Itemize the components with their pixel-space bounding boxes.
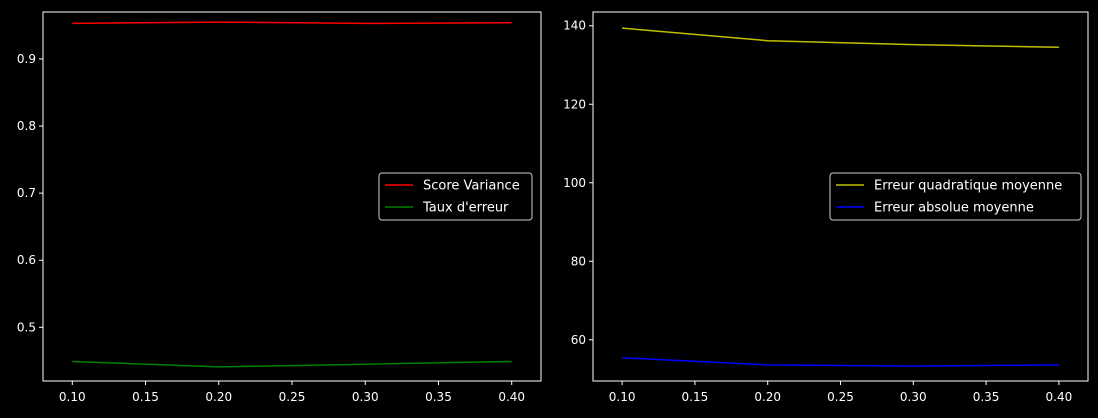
y-tick-label: 0.6 bbox=[17, 253, 36, 267]
x-tick-label: 0.20 bbox=[205, 390, 232, 404]
x-tick-label: 0.40 bbox=[498, 390, 525, 404]
legend-label: Taux d'erreur bbox=[422, 201, 509, 216]
y-tick-label: 80 bbox=[571, 254, 586, 268]
series-line-1 bbox=[622, 27, 1059, 49]
x-tick-label: 0.10 bbox=[59, 390, 86, 404]
series-line-2 bbox=[72, 360, 512, 368]
legend: Score Variance Taux d'erreur bbox=[378, 172, 533, 221]
y-tick-label: 140 bbox=[563, 19, 586, 33]
x-tick-label: 0.35 bbox=[425, 390, 452, 404]
x-tick-label: 0.30 bbox=[900, 390, 927, 404]
series-line-2 bbox=[622, 357, 1059, 367]
y-tick-label: 0.8 bbox=[17, 119, 36, 133]
series-line-1 bbox=[72, 21, 512, 25]
y-tick-label: 0.5 bbox=[17, 320, 36, 334]
legend-label: Score Variance bbox=[423, 179, 520, 194]
y-tick-label: 0.9 bbox=[17, 52, 36, 66]
x-tick-label: 0.35 bbox=[973, 390, 1000, 404]
x-tick-label: 0.25 bbox=[827, 390, 854, 404]
x-tick-label: 0.20 bbox=[754, 390, 781, 404]
chart-panel-1: 0.10 0.15 0.20 0.25 0.30 0.35 0.40 0.5 0.6 0.7 0.8… bbox=[17, 11, 542, 404]
y-tick-label: 100 bbox=[563, 176, 586, 190]
legend-label: Erreur absolue moyenne bbox=[874, 201, 1034, 216]
x-tick-label: 0.40 bbox=[1046, 390, 1073, 404]
x-tick-label: 0.25 bbox=[279, 390, 306, 404]
legend-box bbox=[378, 172, 533, 221]
chart-panel-2: 0.10 0.15 0.20 0.25 0.30 0.35 0.40 60 80 100 120 14… bbox=[563, 11, 1089, 404]
x-tick-label: 0.10 bbox=[609, 390, 636, 404]
legend: Erreur quadratique moyenne Erreur absolue… bbox=[829, 172, 1082, 221]
legend-label: Erreur quadratique moyenne bbox=[874, 179, 1062, 194]
x-tick-label: 0.30 bbox=[352, 390, 379, 404]
y-tick-label: 0.7 bbox=[17, 186, 36, 200]
legend-box bbox=[829, 172, 1082, 221]
x-tick-label: 0.15 bbox=[682, 390, 709, 404]
x-tick-label: 0.15 bbox=[132, 390, 159, 404]
y-tick-label: 60 bbox=[571, 333, 586, 347]
y-tick-label: 120 bbox=[563, 97, 586, 111]
